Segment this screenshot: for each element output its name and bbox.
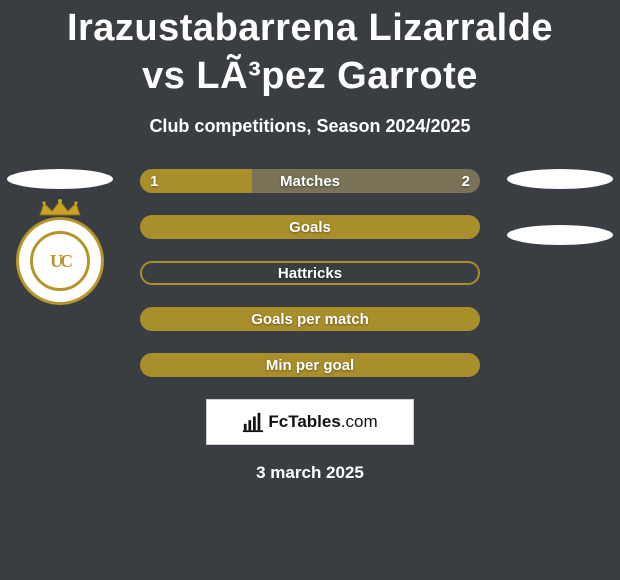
stat-bar: 1 2 Matches (140, 169, 480, 193)
crest-outer-ring: UC (16, 217, 104, 305)
left-club-crest: UC (10, 213, 110, 313)
stat-bar-label: Matches (280, 173, 340, 190)
stat-bars: 1 2 Matches Goals Hattricks Goals per match Mi… (140, 169, 480, 399)
page-root: Irazustabarrena Lizarralde vs LÃ³pez Gar… (0, 0, 620, 483)
page-subtitle: Club competitions, Season 2024/2025 (0, 116, 620, 137)
stat-bar: Goals (140, 215, 480, 239)
right-club-crest-placeholder (507, 225, 613, 245)
stat-bar: Goals per match (140, 307, 480, 331)
watermark-main: Tables (288, 412, 341, 431)
page-title: Irazustabarrena Lizarralde vs LÃ³pez Gar… (0, 4, 620, 100)
left-player-column: UC (0, 169, 120, 313)
stat-bar: Min per goal (140, 353, 480, 377)
stat-bar-label: Goals per match (251, 311, 369, 328)
watermark-text: FcTables.com (268, 412, 377, 432)
right-player-name-placeholder (507, 169, 613, 189)
stat-bar-label: Goals (289, 219, 331, 236)
bar-chart-icon (242, 411, 264, 433)
watermark-box: FcTables.com (206, 399, 414, 445)
watermark-suffix: .com (341, 412, 378, 431)
left-player-name-placeholder (7, 169, 113, 189)
stats-area: UC 1 2 Matches Goals Hattricks Goals per matc… (0, 169, 620, 399)
stat-bar-left-value: 1 (150, 169, 158, 193)
stat-bar-right-value: 2 (462, 169, 470, 193)
right-player-column (500, 169, 620, 245)
crown-icon (36, 199, 84, 217)
crest-monogram: UC (30, 231, 90, 291)
footer-date: 3 march 2025 (0, 463, 620, 483)
stat-bar: Hattricks (140, 261, 480, 285)
watermark-prefix: Fc (268, 412, 288, 431)
stat-bar-label: Hattricks (278, 265, 342, 282)
stat-bar-label: Min per goal (266, 357, 354, 374)
